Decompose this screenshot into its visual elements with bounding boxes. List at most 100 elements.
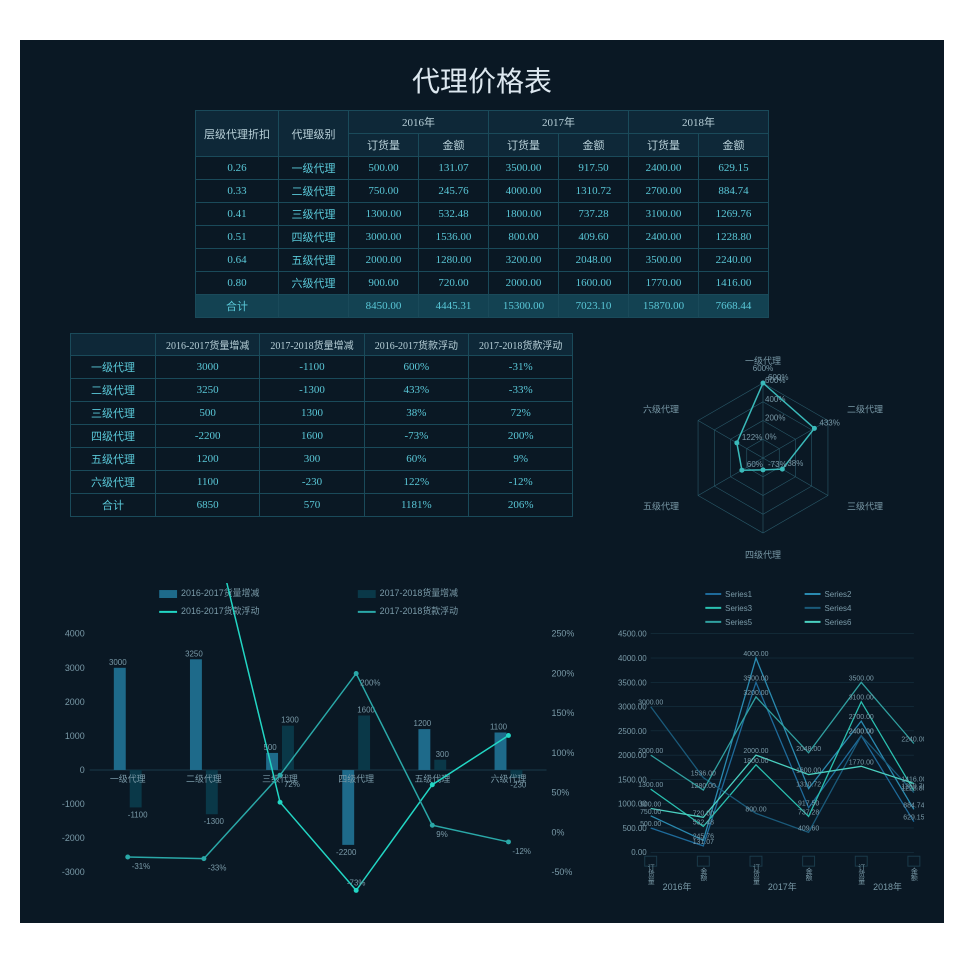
svg-text:38%: 38% [788, 459, 804, 468]
svg-text:884.74: 884.74 [903, 802, 924, 809]
cell: 六级代理 [279, 272, 349, 295]
svg-text:-73%: -73% [768, 460, 787, 469]
svg-text:720.00: 720.00 [693, 810, 714, 817]
table-row: 四级代理-22001600-73%200% [71, 425, 573, 448]
svg-text:1600.00: 1600.00 [796, 768, 821, 775]
svg-text:750.00: 750.00 [640, 809, 661, 816]
table-row: 0.26一级代理500.00131.073500.00917.502400.00… [196, 157, 769, 180]
svg-text:Series2: Series2 [825, 590, 852, 599]
col: 2017-2018货款浮动 [469, 334, 573, 356]
col-year: 2017年 [489, 111, 629, 134]
cell: 3500.00 [489, 157, 559, 180]
cell: 800.00 [489, 226, 559, 249]
cell: 0.33 [196, 180, 279, 203]
svg-text:800.00: 800.00 [746, 806, 767, 813]
svg-text:2016-2017货款浮动: 2016-2017货款浮动 [181, 605, 259, 616]
cell: 0.64 [196, 249, 279, 272]
col-sub: 金额 [419, 134, 489, 157]
cell: 884.74 [699, 180, 769, 203]
radar-chart: 0%200%400%600%一级代理二级代理三级代理四级代理五级代理六级代理60… [603, 333, 923, 573]
svg-text:0%: 0% [551, 827, 564, 837]
svg-text:-33%: -33% [208, 864, 227, 873]
cell: 3000.00 [349, 226, 419, 249]
svg-text:1200: 1200 [414, 719, 432, 728]
cell: 300 [260, 448, 364, 471]
dashboard: 代理价格表 层级代理折扣代理级别2016年2017年2018年订货量金额订货量金… [20, 40, 944, 923]
svg-text:3200.00: 3200.00 [744, 690, 769, 697]
svg-text:4000: 4000 [65, 629, 85, 639]
cell: 四级代理 [71, 425, 156, 448]
cell: 2700.00 [629, 180, 699, 203]
cell: 1181% [364, 494, 468, 517]
svg-text:1000: 1000 [65, 731, 85, 741]
cell: 750.00 [349, 180, 419, 203]
cell: 3000 [156, 356, 260, 379]
col-sub: 订货量 [629, 134, 699, 157]
cell: 629.15 [699, 157, 769, 180]
cell: 6850 [156, 494, 260, 517]
cell: 245.76 [419, 180, 489, 203]
col-level: 代理级别 [279, 111, 349, 157]
svg-text:600%: 600% [753, 364, 773, 373]
svg-text:Series1: Series1 [725, 590, 752, 599]
cell: 3500.00 [629, 249, 699, 272]
svg-text:72%: 72% [284, 780, 300, 789]
cell: 2240.00 [699, 249, 769, 272]
page-title: 代理价格表 [40, 60, 924, 100]
svg-text:1300: 1300 [281, 716, 299, 725]
cell: 200% [469, 425, 573, 448]
svg-text:2016年: 2016年 [663, 881, 692, 892]
svg-text:2000.00: 2000.00 [638, 748, 663, 755]
col: 2016-2017货量增减 [156, 334, 260, 356]
svg-text:金额: 金额 [805, 866, 812, 882]
cell: 532.48 [419, 203, 489, 226]
svg-text:2017年: 2017年 [768, 881, 797, 892]
svg-text:三级代理: 三级代理 [847, 501, 883, 512]
cell: 72% [469, 402, 573, 425]
svg-text:六级代理: 六级代理 [491, 773, 527, 784]
svg-text:900.00: 900.00 [640, 802, 661, 809]
cell: 1280.00 [419, 249, 489, 272]
svg-text:五级代理: 五级代理 [414, 773, 450, 784]
table-row: 0.33二级代理750.00245.764000.001310.722700.0… [196, 180, 769, 203]
col-discount: 层级代理折扣 [196, 111, 279, 157]
cell: 0.26 [196, 157, 279, 180]
cell: 1300 [260, 402, 364, 425]
svg-text:2048.00: 2048.00 [796, 746, 821, 753]
cell: -2200 [156, 425, 260, 448]
cell: 1800.00 [489, 203, 559, 226]
cell: 8450.00 [349, 295, 419, 318]
svg-text:2017-2018货量增减: 2017-2018货量增减 [380, 587, 458, 598]
cell: 一级代理 [279, 157, 349, 180]
cell: 409.60 [559, 226, 629, 249]
svg-text:532.48: 532.48 [693, 819, 714, 826]
cell: 五级代理 [279, 249, 349, 272]
table-row: 三级代理500130038%72% [71, 402, 573, 425]
svg-text:2700.00: 2700.00 [849, 714, 874, 721]
svg-text:0: 0 [80, 765, 85, 775]
svg-text:2000: 2000 [65, 697, 85, 707]
svg-text:Series5: Series5 [725, 618, 752, 627]
svg-text:3500.00: 3500.00 [744, 675, 769, 682]
cell: 3250 [156, 379, 260, 402]
cell: 15300.00 [489, 295, 559, 318]
total-row: 合计68505701181%206% [71, 494, 573, 517]
svg-text:1800.00: 1800.00 [744, 758, 769, 765]
svg-text:245.76: 245.76 [693, 833, 714, 840]
cell: 4445.31 [419, 295, 489, 318]
svg-text:300: 300 [436, 750, 450, 759]
table-row: 五级代理120030060%9% [71, 448, 573, 471]
svg-text:Series3: Series3 [725, 604, 752, 613]
svg-text:4500.00: 4500.00 [618, 630, 647, 639]
cell: 1269.76 [699, 203, 769, 226]
svg-text:3000: 3000 [109, 658, 127, 667]
svg-text:-1100: -1100 [128, 810, 148, 819]
cell: 1770.00 [629, 272, 699, 295]
svg-text:122%: 122% [742, 433, 762, 442]
svg-text:订货量: 订货量 [858, 863, 865, 885]
svg-text:250%: 250% [551, 629, 574, 639]
svg-text:629.15: 629.15 [903, 815, 924, 822]
cell: -1100 [260, 356, 364, 379]
cell: 1536.00 [419, 226, 489, 249]
cell: 2400.00 [629, 157, 699, 180]
